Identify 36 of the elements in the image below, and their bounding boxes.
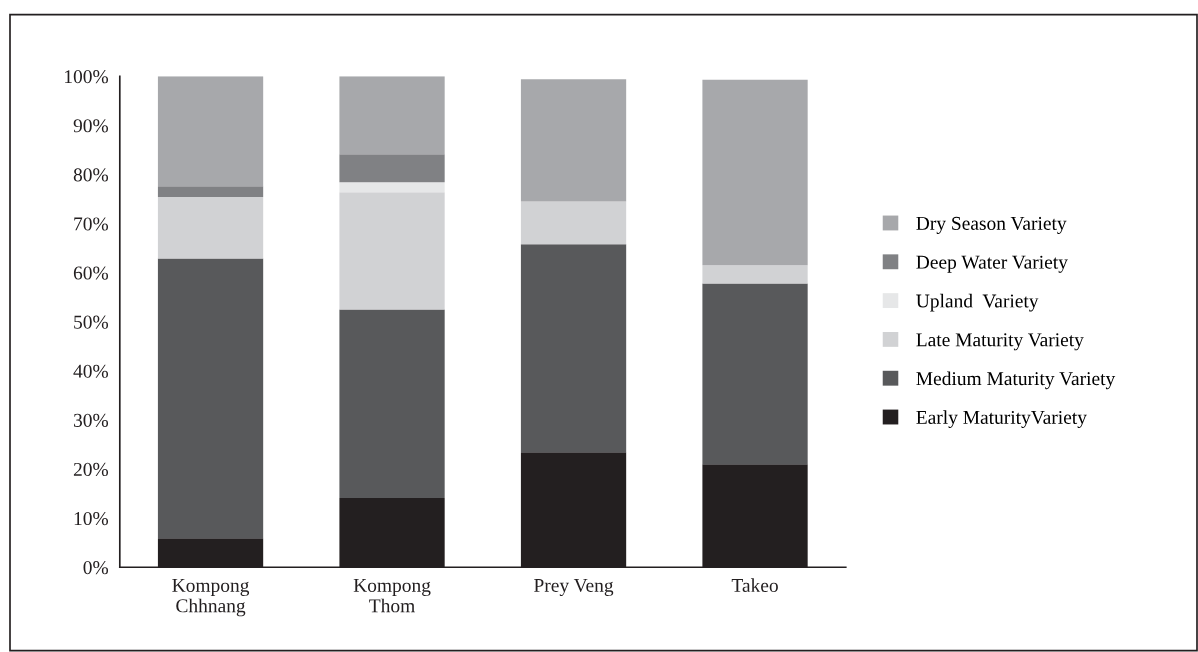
y-tick-label: 40% — [73, 364, 109, 378]
y-tick-label: 50% — [74, 315, 109, 329]
bar — [339, 76, 445, 155]
y-tick-label: 90% — [73, 119, 109, 133]
x-tick-label: Kompong Chhnang — [172, 579, 250, 617]
x-tick-label: Kompong Thom — [353, 579, 431, 613]
bar — [520, 79, 627, 202]
bar — [702, 283, 808, 465]
bar — [157, 76, 264, 187]
bar — [157, 186, 264, 198]
legend-label: Dry Season Variety — [916, 216, 1067, 234]
bar — [702, 265, 808, 284]
y-tick-label: 100% — [65, 70, 109, 84]
y-tick-label: 30% — [73, 413, 109, 427]
bar — [339, 192, 445, 310]
bar — [157, 197, 264, 259]
bar — [520, 201, 627, 245]
legend-label: Medium Maturity Variety — [916, 371, 1116, 390]
bar — [339, 154, 445, 183]
legend-label: Late Maturity Variety — [916, 333, 1084, 351]
y-tick-label: 60% — [73, 266, 109, 280]
y-tick-label: 0% — [83, 561, 109, 575]
y-tick-label: 70% — [74, 217, 109, 231]
bar — [339, 182, 445, 193]
bar — [520, 244, 627, 453]
y-tick-label: 10% — [74, 511, 109, 526]
legend-label: Early MaturityVariety — [916, 410, 1087, 428]
y-tick-label: 20% — [73, 462, 109, 477]
bar — [339, 309, 445, 499]
legend-label: Deep Water Variety — [916, 255, 1068, 273]
legend-label: Upland Variety — [916, 293, 1039, 312]
bar — [702, 79, 808, 266]
y-tick-label: 80% — [73, 168, 109, 182]
bar — [157, 258, 264, 539]
x-tick-label: Takeo — [731, 578, 778, 593]
x-tick-label: Prey Veng — [534, 579, 614, 596]
